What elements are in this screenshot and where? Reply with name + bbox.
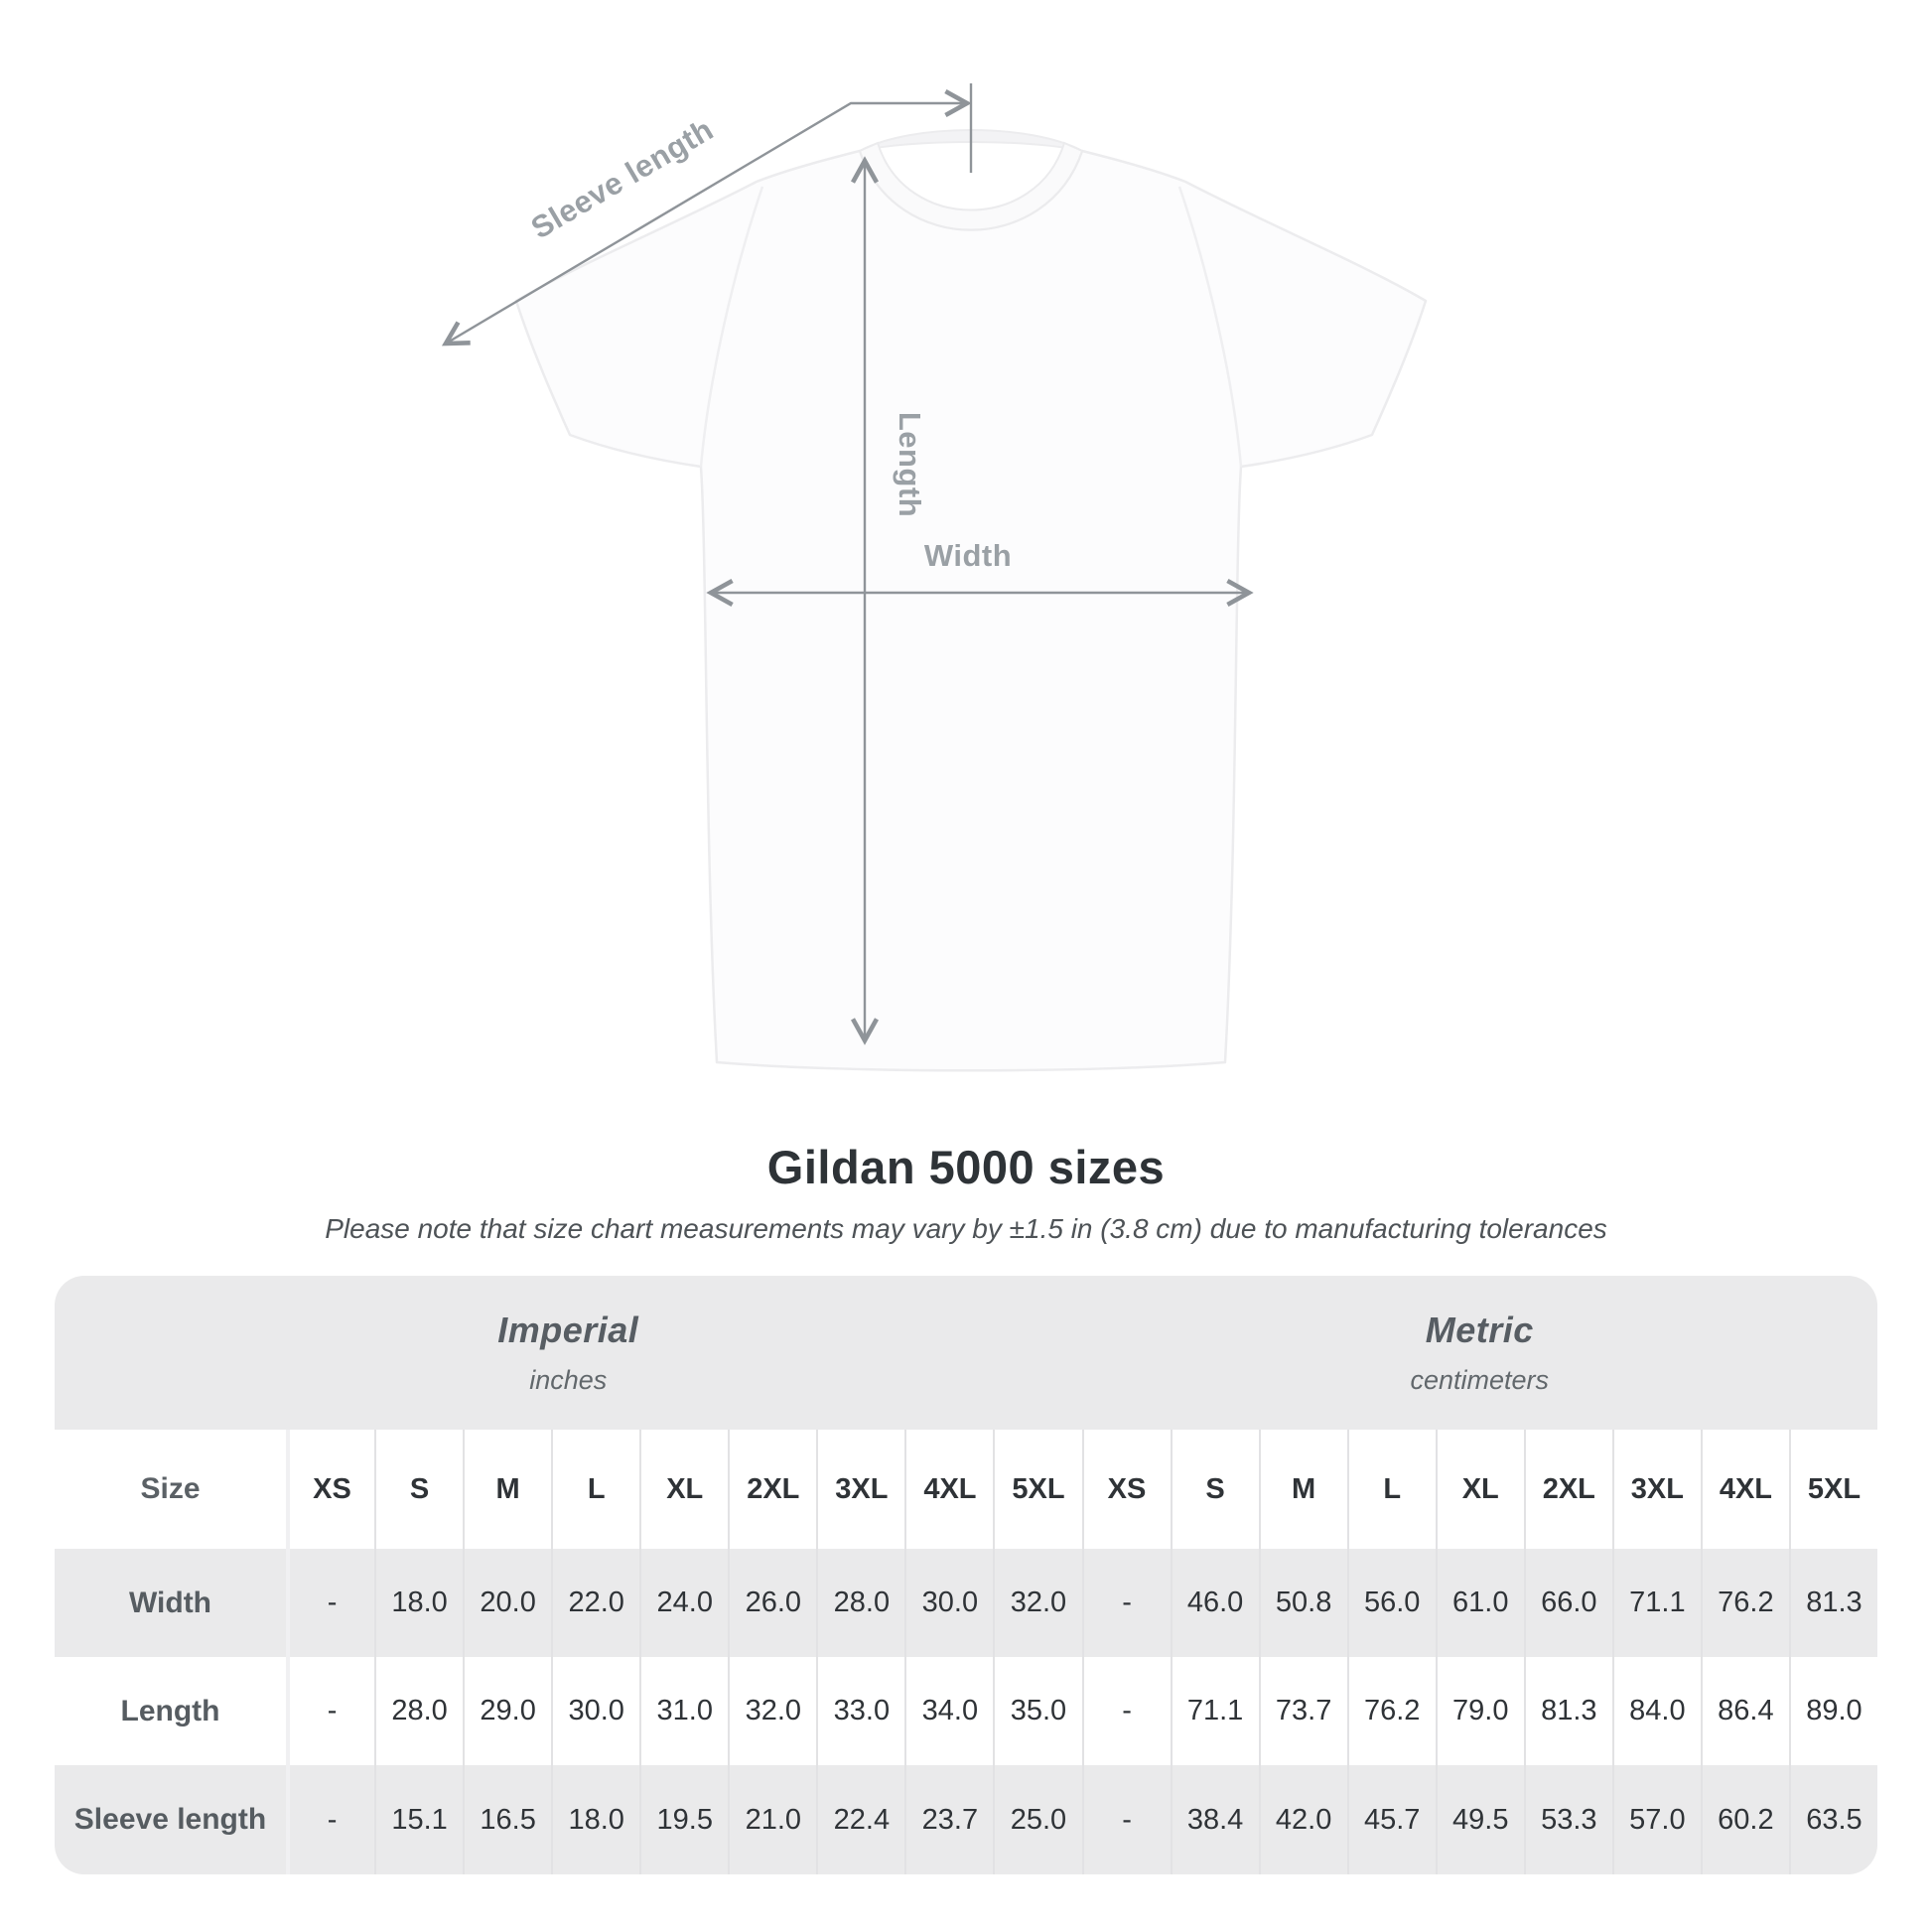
- tolerance-note: Please note that size chart measurements…: [325, 1213, 1607, 1244]
- cell-width-imperial-xs: -: [286, 1549, 375, 1657]
- page-title: Gildan 5000 sizes: [766, 1141, 1166, 1193]
- cell-length-metric-m: 73.7: [1258, 1657, 1347, 1765]
- size-header-metric-2xl: 2XL: [1523, 1430, 1612, 1549]
- cell-width-imperial-m: 20.0: [463, 1549, 552, 1657]
- size-header-imperial-4xl: 4XL: [904, 1430, 994, 1549]
- size-header-metric-xl: XL: [1435, 1430, 1524, 1549]
- size-header-imperial-xl: XL: [639, 1430, 729, 1549]
- cell-length-imperial-l: 30.0: [551, 1657, 640, 1765]
- size-header-imperial-m: M: [463, 1430, 552, 1549]
- cell-width-imperial-l: 22.0: [551, 1549, 640, 1657]
- size-header-imperial-2xl: 2XL: [728, 1430, 817, 1549]
- row-label-width: Width: [55, 1549, 286, 1657]
- size-header-metric-m: M: [1258, 1430, 1347, 1549]
- cell-length-imperial-4xl: 34.0: [904, 1657, 994, 1765]
- size-header-metric-s: S: [1170, 1430, 1259, 1549]
- cell-length-metric-5xl: 89.0: [1788, 1657, 1877, 1765]
- tshirt-diagram-svg: Sleeve length Length Width: [441, 83, 1428, 1072]
- cell-length-metric-s: 71.1: [1170, 1657, 1259, 1765]
- size-table: Imperial inches Metric centimeters Size X…: [55, 1276, 1877, 1874]
- cell-length-imperial-2xl: 32.0: [728, 1657, 817, 1765]
- tshirt-body: [514, 149, 1428, 1072]
- cell-length-imperial-3xl: 33.0: [816, 1657, 905, 1765]
- cell-length-imperial-m: 29.0: [463, 1657, 552, 1765]
- cell-width-metric-4xl: 76.2: [1700, 1549, 1789, 1657]
- length-label: Length: [893, 412, 927, 517]
- cell-sleeve-length-metric-m: 42.0: [1258, 1765, 1347, 1874]
- cell-sleeve-length-metric-l: 45.7: [1346, 1765, 1436, 1874]
- cell-length-metric-xl: 79.0: [1435, 1657, 1524, 1765]
- cell-width-imperial-4xl: 30.0: [904, 1549, 994, 1657]
- cell-sleeve-length-imperial-xs: -: [286, 1765, 375, 1874]
- size-header-imperial-l: L: [551, 1430, 640, 1549]
- cell-length-metric-3xl: 84.0: [1611, 1657, 1701, 1765]
- imperial-band: Imperial inches: [55, 1276, 1082, 1430]
- cell-sleeve-length-metric-xl: 49.5: [1435, 1765, 1524, 1874]
- size-header-imperial-xs: XS: [286, 1430, 375, 1549]
- cell-sleeve-length-imperial-xl: 19.5: [639, 1765, 729, 1874]
- cell-width-metric-3xl: 71.1: [1611, 1549, 1701, 1657]
- cell-width-imperial-s: 18.0: [374, 1549, 464, 1657]
- cell-sleeve-length-metric-xs: -: [1081, 1765, 1171, 1874]
- cell-length-imperial-s: 28.0: [374, 1657, 464, 1765]
- cell-width-imperial-xl: 24.0: [639, 1549, 729, 1657]
- imperial-band-title: Imperial: [497, 1310, 639, 1350]
- sleeve-length-line: [441, 89, 972, 346]
- cell-width-metric-xs: -: [1081, 1549, 1171, 1657]
- cell-width-metric-l: 56.0: [1346, 1549, 1436, 1657]
- imperial-band-unit: inches: [529, 1365, 608, 1395]
- cell-width-imperial-2xl: 26.0: [728, 1549, 817, 1657]
- cell-sleeve-length-imperial-l: 18.0: [551, 1765, 640, 1874]
- cell-width-metric-2xl: 66.0: [1523, 1549, 1612, 1657]
- width-label: Width: [924, 538, 1012, 573]
- tshirt-right-sleeve-seam: [1177, 186, 1243, 468]
- metric-band: Metric centimeters: [1081, 1276, 1877, 1430]
- cell-length-imperial-xs: -: [286, 1657, 375, 1765]
- metric-band-title: Metric: [1425, 1310, 1534, 1350]
- cell-sleeve-length-imperial-3xl: 22.4: [816, 1765, 905, 1874]
- cell-sleeve-length-metric-5xl: 63.5: [1788, 1765, 1877, 1874]
- size-header-metric-xs: XS: [1081, 1430, 1171, 1549]
- size-header-imperial-s: S: [374, 1430, 464, 1549]
- row-label-length: Length: [55, 1657, 286, 1765]
- cell-width-imperial-3xl: 28.0: [816, 1549, 905, 1657]
- cell-length-imperial-xl: 31.0: [639, 1657, 729, 1765]
- cell-width-metric-xl: 61.0: [1435, 1549, 1524, 1657]
- metric-band-unit: centimeters: [1410, 1365, 1550, 1395]
- cell-length-imperial-5xl: 35.0: [993, 1657, 1082, 1765]
- size-header-metric-3xl: 3XL: [1611, 1430, 1701, 1549]
- cell-sleeve-length-imperial-s: 15.1: [374, 1765, 464, 1874]
- size-header-metric-5xl: 5XL: [1788, 1430, 1877, 1549]
- cell-length-metric-2xl: 81.3: [1523, 1657, 1612, 1765]
- cell-length-metric-l: 76.2: [1346, 1657, 1436, 1765]
- cell-sleeve-length-metric-s: 38.4: [1170, 1765, 1259, 1874]
- cell-length-metric-xs: -: [1081, 1657, 1171, 1765]
- tshirt-measurement-diagram: Sleeve length Length Width: [441, 83, 1428, 1072]
- cell-width-metric-m: 50.8: [1258, 1549, 1347, 1657]
- cell-width-metric-5xl: 81.3: [1788, 1549, 1877, 1657]
- cell-width-metric-s: 46.0: [1170, 1549, 1259, 1657]
- cell-sleeve-length-imperial-5xl: 25.0: [993, 1765, 1082, 1874]
- size-column-header: Size: [55, 1430, 286, 1549]
- size-header-metric-4xl: 4XL: [1700, 1430, 1789, 1549]
- size-header-imperial-3xl: 3XL: [816, 1430, 905, 1549]
- cell-sleeve-length-imperial-m: 16.5: [463, 1765, 552, 1874]
- cell-length-metric-4xl: 86.4: [1700, 1657, 1789, 1765]
- cell-sleeve-length-metric-4xl: 60.2: [1700, 1765, 1789, 1874]
- cell-sleeve-length-metric-2xl: 53.3: [1523, 1765, 1612, 1874]
- cell-width-imperial-5xl: 32.0: [993, 1549, 1082, 1657]
- size-header-imperial-5xl: 5XL: [993, 1430, 1082, 1549]
- cell-sleeve-length-metric-3xl: 57.0: [1611, 1765, 1701, 1874]
- cell-sleeve-length-imperial-4xl: 23.7: [904, 1765, 994, 1874]
- row-label-sleeve-length: Sleeve length: [55, 1765, 286, 1874]
- size-header-metric-l: L: [1346, 1430, 1436, 1549]
- cell-sleeve-length-imperial-2xl: 21.0: [728, 1765, 817, 1874]
